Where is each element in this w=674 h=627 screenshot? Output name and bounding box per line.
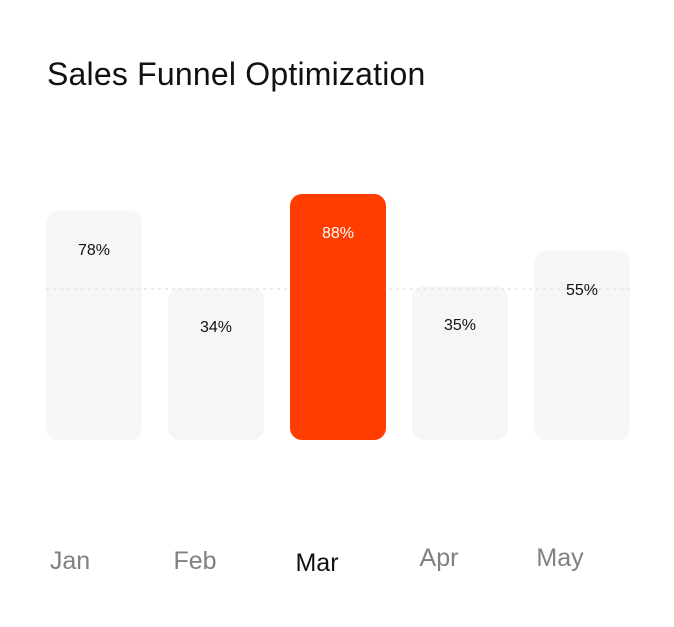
highlighted-bar-group [290, 194, 386, 440]
data-label-may: 55% [566, 282, 598, 299]
data-label-mar: 88% [322, 225, 354, 242]
tick-label-apr: Apr [420, 544, 459, 572]
bar-may [534, 251, 630, 440]
tick-label-feb: Feb [173, 547, 216, 575]
tick-label-may: May [536, 544, 584, 572]
bar-apr [412, 286, 508, 440]
bar-feb [168, 288, 264, 440]
bars [46, 211, 630, 440]
data-label-feb: 34% [200, 319, 232, 336]
tick-label-mar: Mar [295, 549, 338, 577]
tick-label-jan: Jan [50, 547, 90, 575]
chart-title: Sales Funnel Optimization [47, 56, 426, 92]
labels: 78% Jan 34% Feb 88% Mar 35% Apr 55% May [50, 225, 598, 577]
bar-mar [290, 194, 386, 440]
bar-jan [46, 211, 142, 440]
data-label-apr: 35% [444, 317, 476, 334]
data-label-jan: 78% [78, 242, 110, 259]
